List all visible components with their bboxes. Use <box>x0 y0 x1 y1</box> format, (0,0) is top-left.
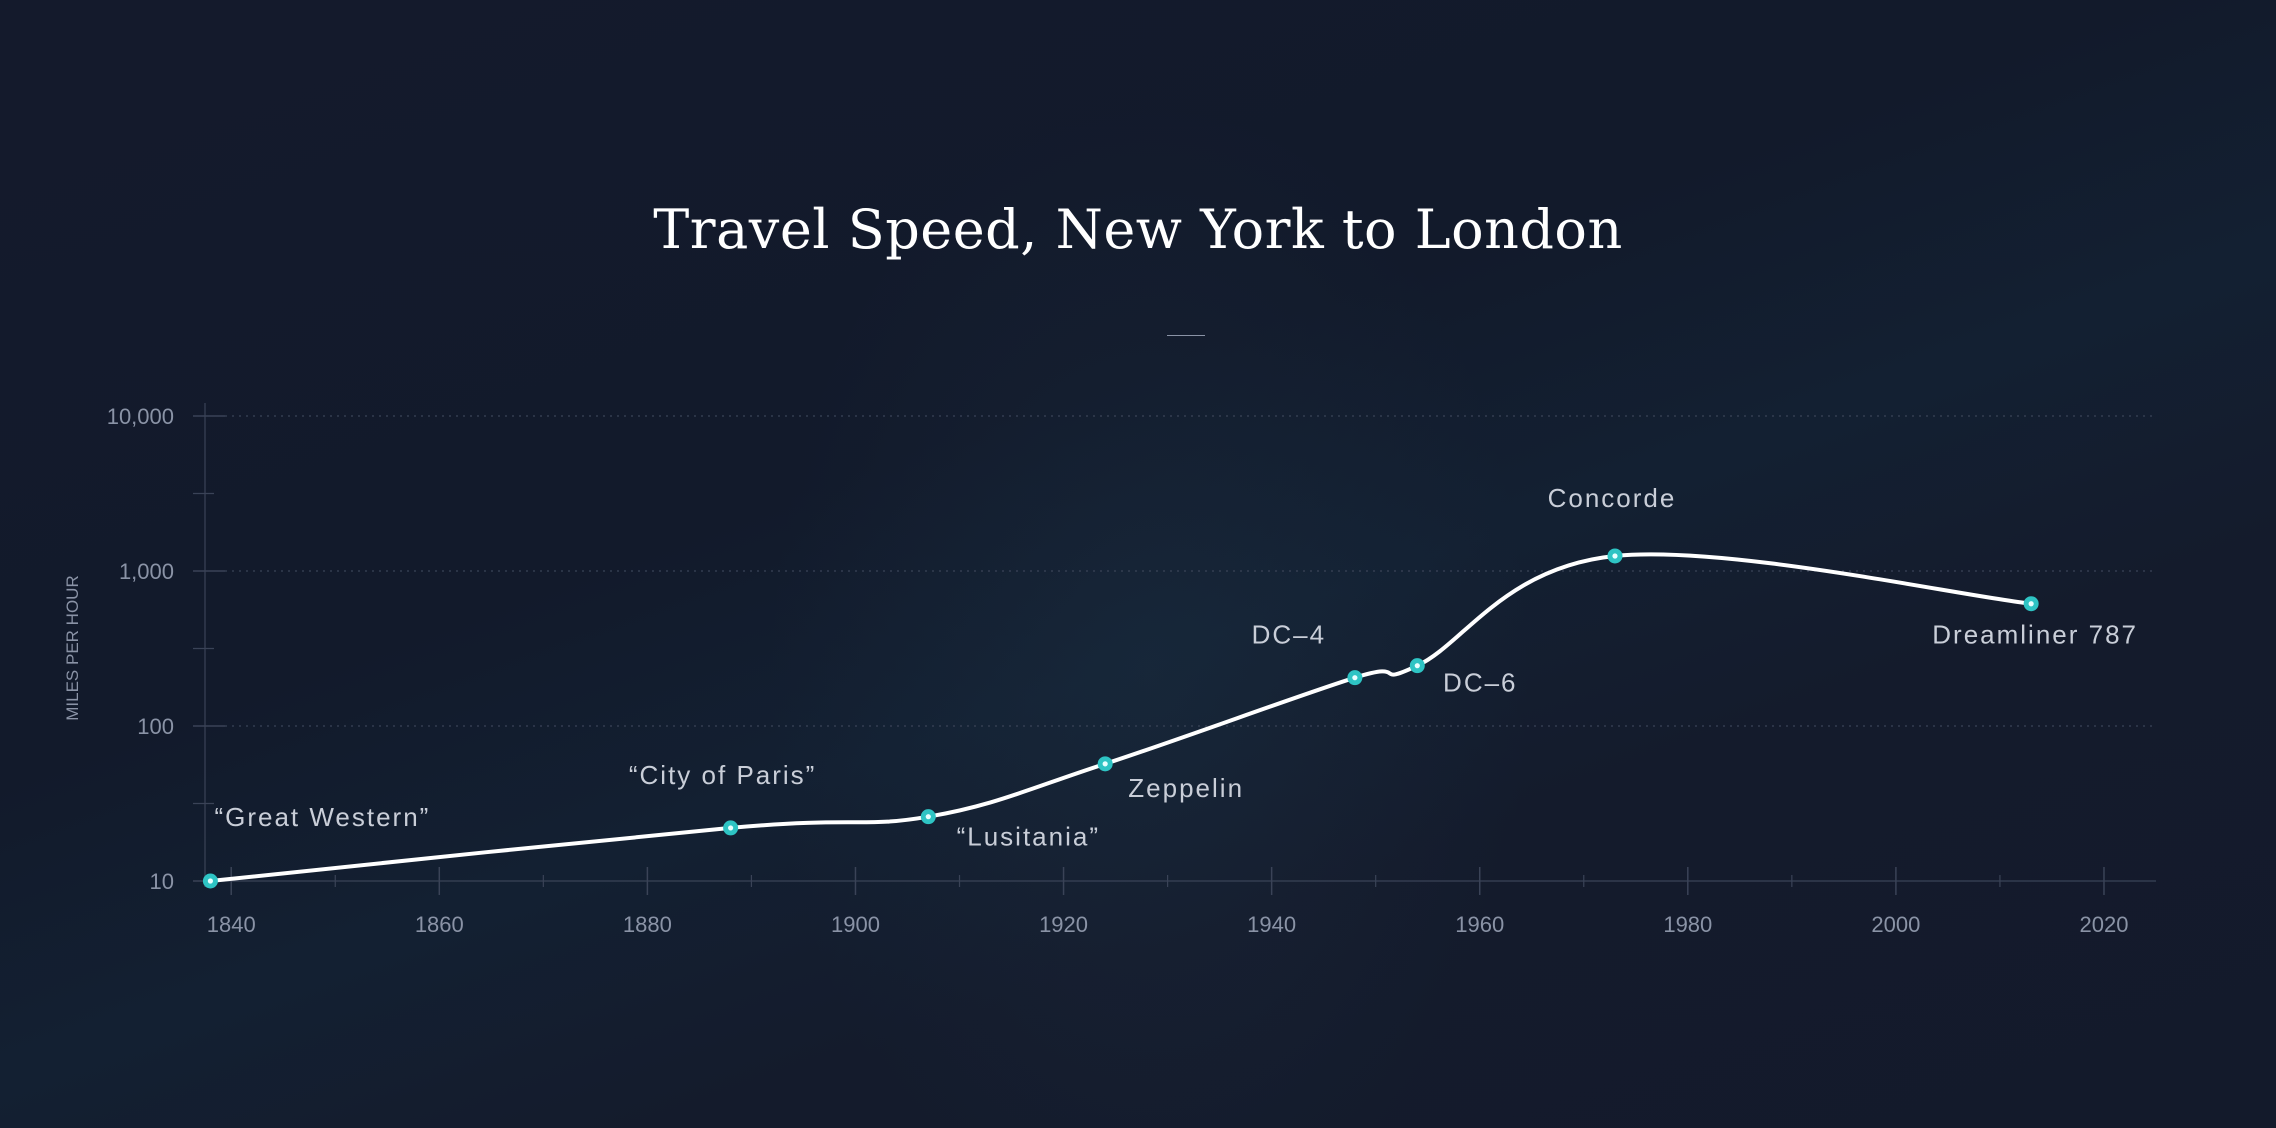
data-point-core <box>1612 553 1618 559</box>
data-point-core <box>2028 601 2034 607</box>
x-tick-label: 2000 <box>1871 912 1920 937</box>
data-label: Zeppelin <box>1128 773 1244 803</box>
data-label: DC–6 <box>1443 668 1517 698</box>
axis-layer: 10 100 1,000 10,000 MILES PER HOUR 1840 1860 18… <box>63 403 2128 937</box>
x-tick-label: 1980 <box>1663 912 1712 937</box>
x-tick-label: 1880 <box>623 912 672 937</box>
chart-title: Travel Speed, New York to London <box>653 198 1623 261</box>
x-tick-label: 1860 <box>415 912 464 937</box>
y-tick-label: 10,000 <box>107 404 174 429</box>
title-divider <box>1167 335 1205 336</box>
line-layer <box>208 552 2034 883</box>
x-tick-label: 1920 <box>1039 912 1088 937</box>
x-tick-label: 1840 <box>207 912 256 937</box>
point-layer <box>202 548 2039 889</box>
data-point-core <box>1102 761 1108 767</box>
data-label: Concorde <box>1548 483 1677 513</box>
grid-layer <box>225 415 2156 882</box>
x-tick-label: 1940 <box>1247 912 1296 937</box>
data-label: “Great Western” <box>214 802 430 832</box>
series-line <box>208 552 2034 883</box>
y-tick-label: 1,000 <box>119 559 174 584</box>
x-tick-label: 1900 <box>831 912 880 937</box>
y-tick-label: 100 <box>137 714 174 739</box>
data-label: Dreamliner 787 <box>1932 620 2138 650</box>
y-axis-title: MILES PER HOUR <box>63 575 82 720</box>
x-tick-label: 2020 <box>2080 912 2129 937</box>
data-point-core <box>1414 663 1420 669</box>
data-label: “City of Paris” <box>629 760 816 790</box>
y-tick-label: 10 <box>150 869 174 894</box>
x-tick-label: 1960 <box>1455 912 1504 937</box>
data-label: “Lusitania” <box>957 822 1100 852</box>
data-label: DC–4 <box>1252 620 1326 650</box>
data-point-core <box>1352 675 1358 681</box>
data-point-core <box>925 814 931 820</box>
label-layer: “Great Western” “City of Paris” “Lusitania… <box>214 483 2138 852</box>
data-point-core <box>728 825 734 831</box>
data-point-core <box>207 878 214 884</box>
